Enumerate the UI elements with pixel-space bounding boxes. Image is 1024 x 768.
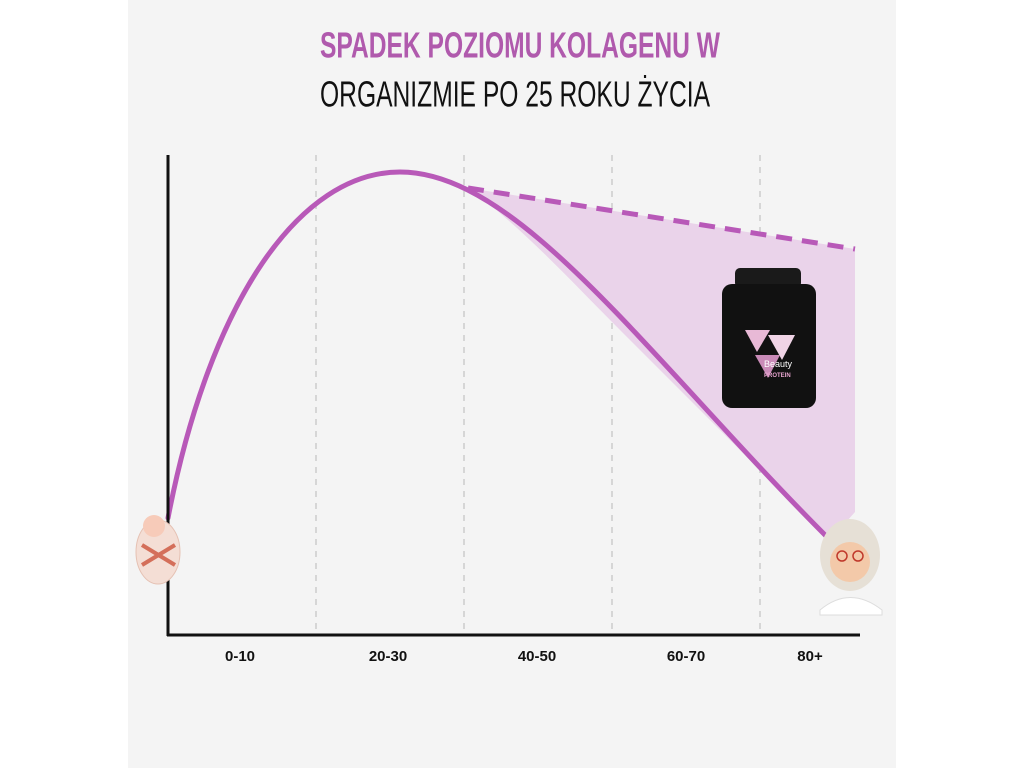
title-line: SPADEK POZIOMU KOLAGENU W xyxy=(320,25,720,66)
baby-icon xyxy=(135,515,181,585)
x-label: 60-70 xyxy=(667,648,705,665)
supplemented-line xyxy=(467,185,856,252)
x-label: 40-50 xyxy=(518,648,556,665)
grandma-icon xyxy=(819,519,883,616)
x-label: 20-30 xyxy=(369,648,407,665)
product-jar: Beauty PROTEIN xyxy=(722,268,816,408)
x-label: 0-10 xyxy=(225,648,255,665)
collagen-curve xyxy=(165,169,833,543)
title-line: ORGANIZMIE PO 25 ROKU ŻYCIA xyxy=(320,74,710,115)
product-subname: PROTEIN xyxy=(764,373,791,379)
product-name: Beauty xyxy=(764,359,793,369)
x-label: 80+ xyxy=(797,648,823,665)
